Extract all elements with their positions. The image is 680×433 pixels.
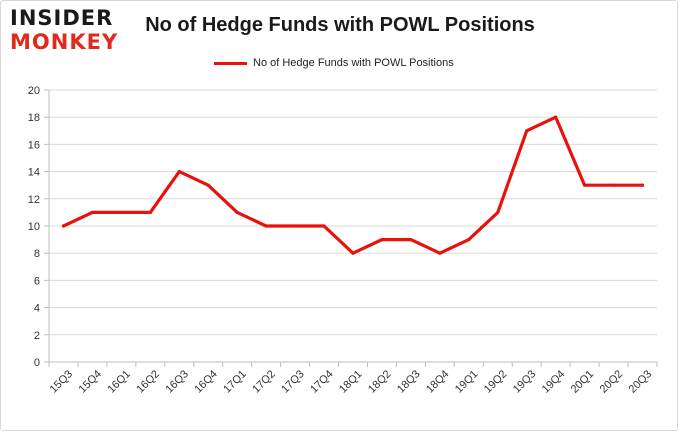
gridlines — [49, 89, 657, 363]
y-tick-label: 10 — [28, 221, 40, 233]
x-tick-label: 18Q3 — [395, 368, 423, 396]
x-tick-label: 19Q4 — [540, 368, 568, 396]
series-layer — [61, 115, 645, 255]
y-tick-label: 20 — [28, 85, 40, 97]
series-line — [61, 115, 645, 255]
data-point — [206, 183, 210, 187]
x-tick-label: 19Q3 — [511, 368, 539, 396]
data-point — [438, 251, 442, 255]
legend-swatch — [214, 61, 247, 65]
chart-title: No of Hedge Funds with POWL Positions — [145, 14, 535, 36]
data-point — [496, 210, 500, 214]
data-point — [177, 170, 181, 174]
y-tick-label: 0 — [34, 357, 40, 369]
y-tick-label: 4 — [34, 303, 40, 315]
data-point — [380, 238, 384, 242]
data-point — [554, 115, 558, 119]
x-tick-label: 19Q2 — [482, 368, 510, 396]
x-tick-label: 18Q1 — [337, 368, 365, 396]
x-tick-label: 17Q1 — [221, 368, 249, 396]
data-point — [611, 183, 616, 187]
x-tick-label: 15Q4 — [77, 368, 105, 396]
x-tick-label: 15Q3 — [48, 368, 76, 396]
data-point — [351, 251, 355, 255]
x-tick-label: 20Q3 — [627, 368, 655, 396]
x-tick-label: 18Q4 — [424, 368, 452, 396]
y-tick-label: 8 — [34, 248, 40, 260]
legend-label: No of Hedge Funds with POWL Positions — [253, 57, 454, 69]
x-tick-label: 20Q2 — [598, 368, 626, 396]
data-point — [409, 238, 413, 242]
y-tick-label: 18 — [28, 112, 40, 124]
data-point — [640, 183, 645, 187]
x-tick-label: 16Q4 — [192, 368, 220, 396]
x-tick-label: 17Q3 — [279, 368, 307, 396]
x-tick-label: 17Q2 — [250, 368, 278, 396]
y-tick-label: 16 — [28, 139, 40, 151]
data-point — [264, 224, 268, 228]
y-tick-label: 12 — [28, 194, 40, 206]
data-point — [61, 224, 66, 228]
data-point — [119, 210, 123, 214]
x-tick-label: 17Q4 — [308, 368, 336, 396]
x-tick-label: 16Q2 — [134, 368, 162, 396]
data-point — [467, 238, 471, 242]
x-tick-label: 19Q1 — [453, 368, 481, 396]
logo-top-text: INSIDER — [10, 6, 114, 30]
x-tick-label: 16Q3 — [163, 368, 191, 396]
data-point — [148, 210, 152, 214]
logo-bottom-text: MONKEY — [10, 30, 119, 54]
x-tick-label: 20Q1 — [569, 368, 597, 396]
data-point — [583, 183, 587, 187]
x-tick-label: 16Q1 — [105, 368, 133, 396]
data-point — [525, 129, 529, 133]
data-point — [293, 224, 297, 228]
y-tick-label: 2 — [34, 330, 40, 342]
data-point — [322, 224, 326, 228]
data-point — [235, 210, 239, 214]
y-tick-label: 14 — [28, 167, 40, 179]
insider-monkey-logo: INSIDER MONKEY — [10, 6, 130, 58]
chart-legend: No of Hedge Funds with POWL Positions — [214, 55, 454, 71]
y-axis-ticks: 0 2 4 6 8 10 12 14 16 18 20 — [28, 85, 49, 369]
x-axis-ticks: 15Q3 15Q4 16Q1 16Q2 16Q3 16Q4 17Q1 17Q2 17Q3 17Q4… — [48, 362, 658, 396]
data-point — [90, 210, 95, 214]
y-tick-label: 6 — [34, 275, 40, 287]
x-tick-label: 18Q2 — [366, 368, 394, 396]
